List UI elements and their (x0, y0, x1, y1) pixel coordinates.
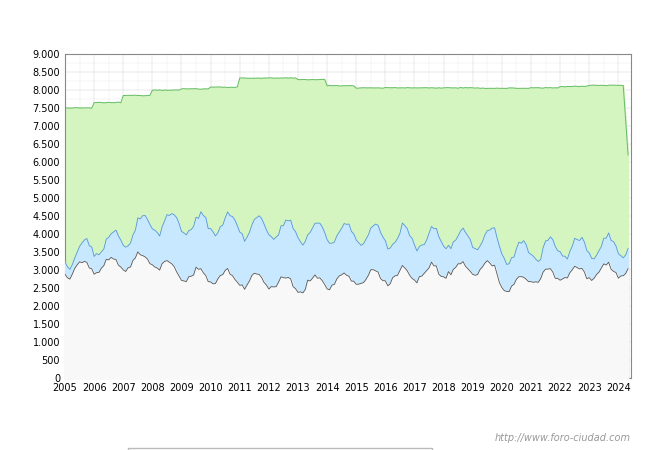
Text: http://www.foro-ciudad.com: http://www.foro-ciudad.com (495, 433, 630, 443)
Legend: Ocupados, Parados, Hab. entre 16-64: Ocupados, Parados, Hab. entre 16-64 (127, 448, 432, 450)
Text: Salobreña - Evolucion de la poblacion en edad de Trabajar Mayo de 2024: Salobreña - Evolucion de la poblacion en… (81, 18, 569, 31)
